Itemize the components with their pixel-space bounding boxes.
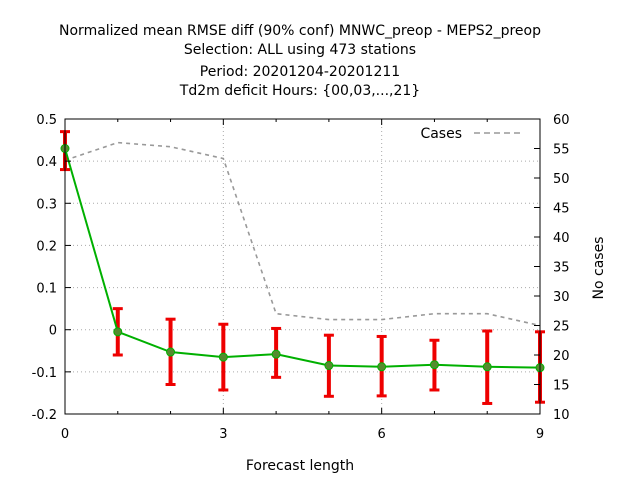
diff-line bbox=[64, 148, 541, 369]
y-tick-label: 0 bbox=[49, 324, 57, 339]
cases-series bbox=[64, 141, 541, 327]
y2-tick-label: 55 bbox=[553, 143, 570, 158]
x-tick-label: 0 bbox=[61, 427, 69, 442]
x-tick-label: 3 bbox=[219, 427, 227, 442]
y-tick-label: 0.2 bbox=[36, 239, 57, 254]
y2-tick-label: 20 bbox=[553, 349, 570, 364]
y2-axis-label: No cases bbox=[591, 237, 607, 300]
y2-tick-label: 15 bbox=[553, 379, 570, 394]
y-tick-label: 0.3 bbox=[36, 197, 57, 212]
y2-tick-label: 10 bbox=[553, 408, 570, 423]
legend-label-cases: Cases bbox=[420, 126, 462, 142]
diff-point bbox=[113, 327, 123, 337]
x-axis-label: Forecast length bbox=[246, 458, 354, 474]
y2-tick-label: 35 bbox=[553, 261, 570, 276]
plot-frame bbox=[64, 118, 541, 415]
cases-line bbox=[64, 141, 541, 327]
y-tick-label: 0.4 bbox=[36, 155, 57, 170]
diff-point bbox=[166, 347, 176, 357]
diff-point bbox=[271, 349, 281, 359]
diff-point bbox=[324, 361, 334, 371]
y-tick-label: -0.1 bbox=[32, 366, 57, 381]
diff-point bbox=[482, 362, 492, 372]
diff-point bbox=[429, 360, 439, 370]
y2-tick-label: 40 bbox=[553, 231, 570, 246]
axis-ticks: 0.5 0.4 0.3 0.2 0.1 0 -0.1 -0.2 0 3 6 9 60 55 50 45 40 35… bbox=[32, 113, 570, 442]
chart-title-line-1: Normalized mean RMSE diff (90% conf) MNW… bbox=[59, 23, 541, 39]
diff-point bbox=[377, 362, 387, 372]
y2-tick-label: 50 bbox=[553, 172, 570, 187]
chart-title-line-3: Period: 20201204-20201211 bbox=[200, 64, 400, 80]
y2-tick-label: 45 bbox=[553, 202, 570, 217]
chart-title-line-2: Selection: ALL using 473 stations bbox=[184, 42, 416, 58]
y2-tick-label: 25 bbox=[553, 320, 570, 335]
diff-series bbox=[60, 144, 545, 373]
y2-tick-label: 30 bbox=[553, 290, 570, 305]
y-tick-label: -0.2 bbox=[32, 408, 57, 423]
legend: Cases bbox=[420, 126, 522, 142]
y-tick-label: 0.1 bbox=[36, 282, 57, 297]
diff-point bbox=[218, 352, 228, 362]
x-tick-label: 6 bbox=[378, 427, 386, 442]
y2-tick-label: 60 bbox=[553, 113, 570, 128]
chart-title-line-4: Td2m deficit Hours: {00,03,...,21} bbox=[179, 83, 420, 99]
y-tick-label: 0.5 bbox=[36, 113, 57, 128]
x-tick-label: 9 bbox=[536, 427, 544, 442]
